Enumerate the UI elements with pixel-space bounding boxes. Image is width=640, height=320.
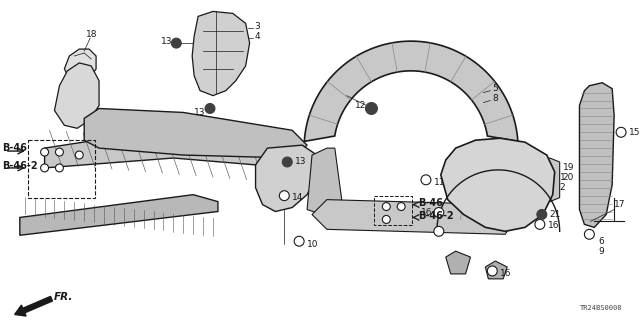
- Text: 16: 16: [548, 221, 559, 230]
- Circle shape: [294, 236, 304, 246]
- Text: 16: 16: [421, 208, 433, 217]
- Circle shape: [487, 266, 497, 276]
- Text: 17: 17: [614, 200, 626, 209]
- FancyArrow shape: [15, 296, 52, 316]
- Text: TR24BS0008: TR24BS0008: [580, 305, 622, 311]
- Polygon shape: [304, 41, 518, 141]
- Polygon shape: [540, 158, 559, 202]
- Polygon shape: [54, 63, 99, 128]
- Circle shape: [40, 148, 49, 156]
- Text: 5: 5: [492, 84, 498, 93]
- Circle shape: [434, 208, 444, 218]
- Text: 18: 18: [86, 30, 98, 39]
- Text: 15: 15: [629, 128, 640, 137]
- Circle shape: [282, 157, 292, 167]
- Text: 21: 21: [550, 210, 561, 219]
- Polygon shape: [485, 261, 507, 279]
- Text: 16: 16: [500, 269, 512, 278]
- Polygon shape: [65, 49, 96, 83]
- Polygon shape: [84, 108, 307, 158]
- Polygon shape: [20, 195, 218, 235]
- Text: B-46-2: B-46-2: [418, 212, 454, 221]
- Text: 13: 13: [295, 157, 307, 166]
- Polygon shape: [307, 148, 342, 214]
- Circle shape: [205, 104, 215, 114]
- Circle shape: [365, 102, 378, 115]
- Circle shape: [397, 203, 405, 211]
- Text: FR.: FR.: [54, 292, 73, 302]
- Circle shape: [434, 226, 444, 236]
- Text: 13: 13: [161, 36, 172, 46]
- Text: 13: 13: [194, 108, 205, 117]
- Circle shape: [584, 229, 595, 239]
- Text: 4: 4: [255, 32, 260, 41]
- Text: 14: 14: [292, 193, 303, 202]
- Text: 6: 6: [598, 237, 604, 246]
- Bar: [28, 140, 95, 198]
- Circle shape: [382, 215, 390, 223]
- Text: B-46-2: B-46-2: [2, 161, 38, 171]
- Text: B-46: B-46: [418, 197, 443, 208]
- Text: 11: 11: [434, 178, 445, 187]
- Circle shape: [40, 164, 49, 172]
- Polygon shape: [579, 83, 614, 227]
- Circle shape: [535, 220, 545, 229]
- Text: 1: 1: [559, 173, 565, 182]
- Circle shape: [537, 210, 547, 220]
- Circle shape: [279, 191, 289, 201]
- Circle shape: [172, 38, 181, 48]
- Text: 3: 3: [255, 22, 260, 31]
- Text: 10: 10: [307, 240, 319, 249]
- Polygon shape: [255, 145, 317, 212]
- Polygon shape: [441, 138, 555, 231]
- Bar: [374, 196, 412, 225]
- Polygon shape: [445, 251, 470, 274]
- Polygon shape: [45, 128, 307, 168]
- Circle shape: [382, 203, 390, 211]
- Text: 8: 8: [492, 94, 498, 103]
- Circle shape: [76, 151, 83, 159]
- Circle shape: [421, 175, 431, 185]
- Text: 19: 19: [563, 164, 574, 172]
- Circle shape: [56, 148, 63, 156]
- Circle shape: [616, 127, 626, 137]
- Text: B-46: B-46: [2, 143, 27, 153]
- Polygon shape: [312, 200, 515, 234]
- Text: 9: 9: [598, 247, 604, 256]
- Polygon shape: [192, 12, 250, 96]
- Circle shape: [56, 164, 63, 172]
- Text: 20: 20: [563, 173, 574, 182]
- Text: 2: 2: [559, 183, 565, 192]
- Text: 12: 12: [355, 101, 366, 110]
